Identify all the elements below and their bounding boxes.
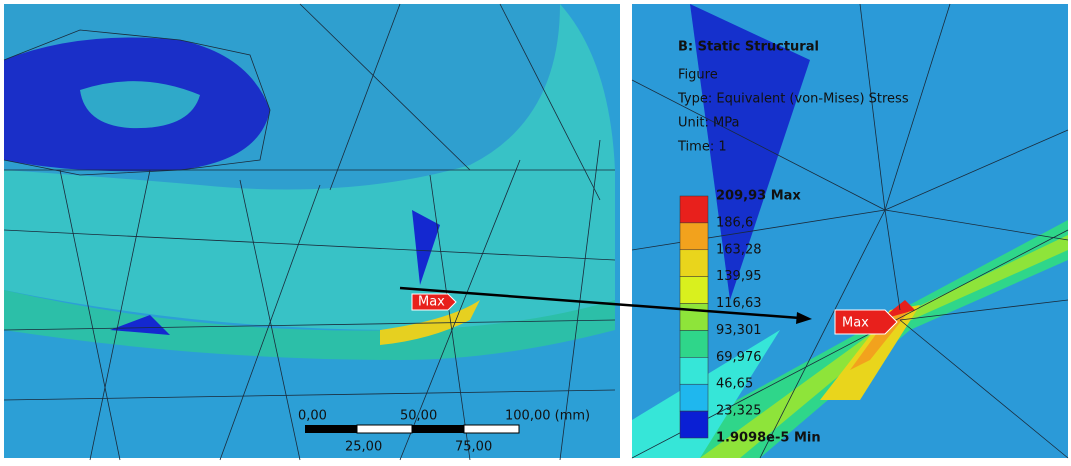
legend-swatch [680,330,708,357]
legend-swatch [680,384,708,411]
result-info: Figure [678,68,718,83]
legend-swatch [680,357,708,384]
result-info: Type: Equivalent (von-Mises) Stress [677,92,909,107]
result-info: Unit: MPa [678,116,739,131]
scale-label: 75,00 [455,440,492,455]
legend-label: 46,65 [716,377,753,392]
legend-swatch [680,223,708,250]
legend-label: 23,325 [716,404,762,419]
result-info: Time: 1 [677,140,727,155]
legend-label: 1.9098e-5 Min [716,431,821,446]
legend-swatch [680,277,708,304]
legend-label: 163,28 [716,242,762,257]
result-title: B: Static Structural [678,40,819,55]
legend-label: 209,93 Max [716,189,801,204]
legend-label: 69,976 [716,350,762,365]
scale-label: 100,00 (mm) [505,409,590,424]
legend-swatch [680,250,708,277]
screenshot: 0,00 50,00 100,00 (mm) 25,00 75,00 Max 2… [0,0,1071,462]
scale-label: 0,00 [298,409,327,424]
legend-swatch [680,411,708,438]
max-probe-label: Max [842,316,869,331]
max-probe-label: Max [418,295,445,310]
legend-label: 139,95 [716,269,762,284]
legend-swatch [680,196,708,223]
legend-label: 93,301 [716,323,762,338]
legend-swatch [680,304,708,331]
legend-label: 186,6 [716,215,753,230]
left-view: 0,00 50,00 100,00 (mm) 25,00 75,00 Max [4,4,620,460]
right-view: 209,93 Max 186,6 163,28 139,95 116,63 93,301 6… [632,4,1068,458]
scale-label: 50,00 [400,409,437,424]
legend-label: 116,63 [716,296,762,311]
scale-label: 25,00 [345,440,382,455]
